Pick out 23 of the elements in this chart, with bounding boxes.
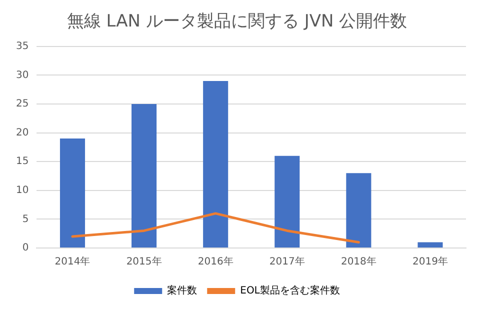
y-tick-label: 35 bbox=[16, 40, 29, 52]
y-tick-label: 25 bbox=[16, 98, 29, 110]
x-tick-label: 2015年 bbox=[126, 256, 162, 268]
y-tick-label: 0 bbox=[22, 242, 29, 254]
bar bbox=[346, 173, 372, 248]
legend-label: 案件数 bbox=[167, 284, 198, 297]
x-tick-label: 2018年 bbox=[340, 256, 376, 268]
bar bbox=[203, 80, 228, 248]
bar bbox=[132, 104, 157, 248]
chart-title: 無線 LAN ルータ製品に関する JVN 公開件数 bbox=[66, 12, 408, 32]
y-tick-label: 20 bbox=[16, 127, 29, 138]
legend-label: EOL製品を含む案件数 bbox=[240, 284, 340, 297]
y-tick-label: 15 bbox=[16, 156, 29, 168]
x-tick-label: 2016年 bbox=[198, 256, 234, 268]
y-tick-label: 30 bbox=[16, 70, 29, 81]
bar bbox=[274, 156, 300, 248]
bar bbox=[418, 242, 443, 248]
x-tick-label: 2017年 bbox=[269, 256, 305, 268]
x-tick-label: 2014年 bbox=[54, 256, 90, 268]
x-tick-label: 2019年 bbox=[412, 256, 448, 268]
bar bbox=[60, 138, 86, 248]
y-tick-label: 10 bbox=[16, 184, 29, 196]
y-tick-label: 5 bbox=[22, 214, 29, 225]
